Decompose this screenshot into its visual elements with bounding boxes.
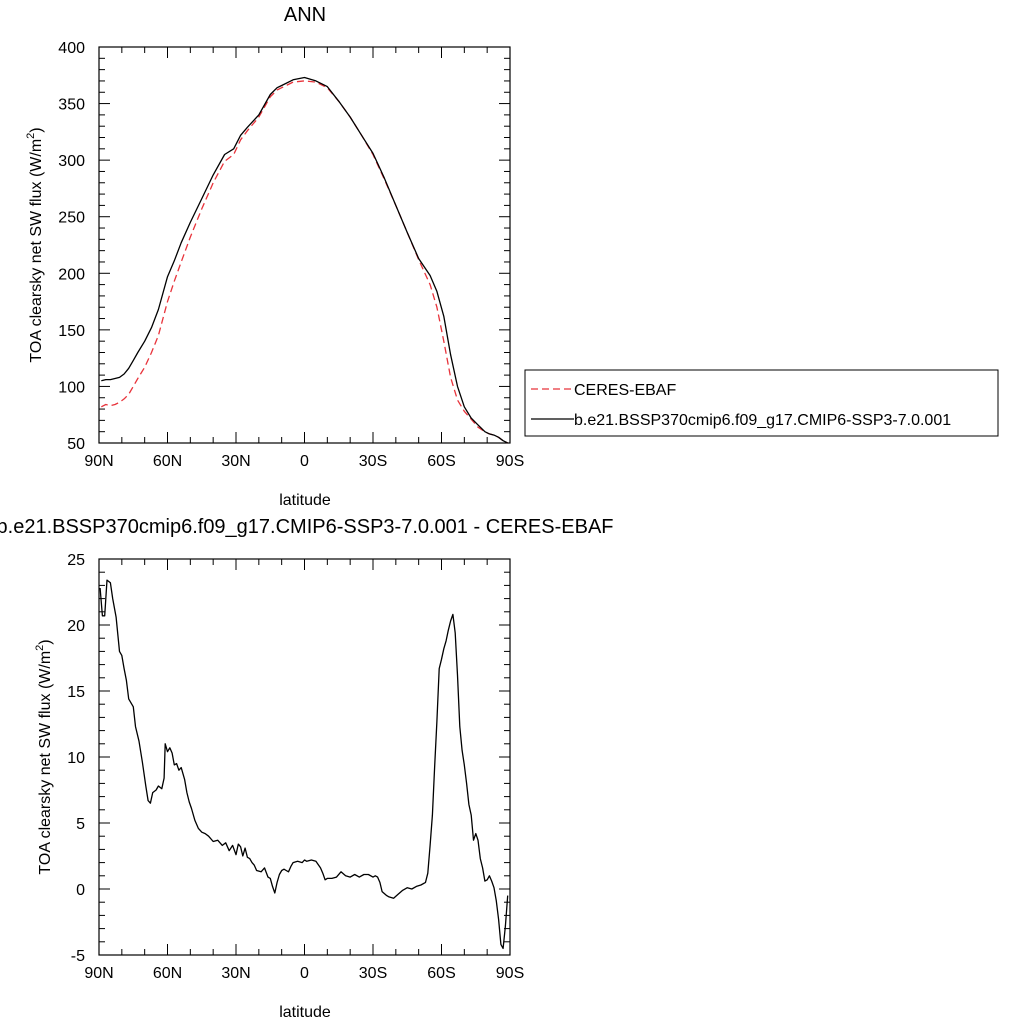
x-tick-label: 90N — [84, 453, 113, 470]
legend: CERES-EBAF b.e21.BSSP370cmip6.f09_g17.CM… — [524, 369, 999, 437]
y-axis-label-end: ) — [37, 639, 54, 644]
plot-frame — [98, 558, 511, 956]
x-tick-label: 90S — [496, 965, 524, 982]
panel-top: ANN 90N 60N 30N 0 30S 60S 90S 50 100 150 200 250 30… — [25, 4, 524, 509]
y-axis-label: TOA clearsky net SW flux (W/m2) — [34, 639, 54, 874]
plot-frame — [98, 46, 511, 444]
legend-label-ceres: CERES-EBAF — [574, 382, 676, 399]
y-tick-label: 50 — [67, 436, 85, 453]
panel-bottom: b.e21.BSSP370cmip6.f09_g17.CMIP6-SSP3-7.… — [0, 516, 613, 1021]
chart-title: ANN — [284, 4, 326, 26]
x-tick-label: 90N — [84, 965, 113, 982]
y-tick-label: 200 — [58, 266, 85, 283]
y-tick-label: 20 — [67, 618, 85, 635]
series-line-difference — [99, 579, 509, 950]
series-lines — [101, 76, 508, 444]
x-tick-label: 30S — [359, 453, 387, 470]
y-tick-label: 10 — [67, 750, 85, 767]
x-tick-label: 60S — [427, 453, 455, 470]
series-line-ceres-ebaf — [101, 80, 508, 444]
y-tick-label: 5 — [76, 816, 85, 833]
y-tick-label: 250 — [58, 210, 85, 227]
x-tick-label: 30N — [221, 453, 250, 470]
y-tick-labels: -5 0 5 10 15 20 25 — [67, 552, 85, 965]
y-tick-label: -5 — [71, 948, 85, 965]
legend-box — [524, 369, 999, 437]
x-tick-label: 30S — [359, 965, 387, 982]
x-tick-label: 60N — [153, 453, 182, 470]
series-line-model — [101, 76, 508, 444]
x-tick-label: 0 — [300, 965, 309, 982]
y-tick-label: 400 — [58, 40, 85, 57]
y-tick-label: 300 — [58, 153, 85, 170]
x-tick-label: 60N — [153, 965, 182, 982]
y-tick-label: 15 — [67, 684, 85, 701]
y-axis-label-superscript: 2 — [25, 133, 37, 139]
x-tick-label: 90S — [496, 453, 524, 470]
x-tick-labels: 90N 60N 30N 0 30S 60S 90S — [84, 965, 524, 982]
chart-title: b.e21.BSSP370cmip6.f09_g17.CMIP6-SSP3-7.… — [0, 516, 613, 538]
x-axis-label: latitude — [279, 1004, 331, 1021]
y-tick-label: 350 — [58, 97, 85, 114]
y-axis-label-superscript: 2 — [34, 645, 46, 651]
y-tick-labels: 50 100 150 200 250 300 350 400 — [58, 40, 85, 453]
y-tick-label: 25 — [67, 552, 85, 569]
y-tick-label: 100 — [58, 379, 85, 396]
y-tick-label: 150 — [58, 323, 85, 340]
y-tick-label: 0 — [76, 882, 85, 899]
x-tick-label: 60S — [427, 965, 455, 982]
series-lines — [99, 579, 509, 950]
x-axis-label: latitude — [279, 492, 331, 509]
y-axis-label-main: TOA clearsky net SW flux (W/m — [28, 139, 45, 363]
x-tick-label: 0 — [300, 453, 309, 470]
tick-marks — [98, 558, 511, 956]
y-axis-label: TOA clearsky net SW flux (W/m2) — [25, 127, 45, 362]
tick-marks — [98, 46, 511, 444]
y-axis-label-end: ) — [28, 127, 45, 132]
legend-label-model: b.e21.BSSP370cmip6.f09_g17.CMIP6-SSP3-7.… — [574, 412, 951, 429]
y-axis-label-main: TOA clearsky net SW flux (W/m — [37, 651, 54, 875]
x-tick-label: 30N — [221, 965, 250, 982]
x-tick-labels: 90N 60N 30N 0 30S 60S 90S — [84, 453, 524, 470]
